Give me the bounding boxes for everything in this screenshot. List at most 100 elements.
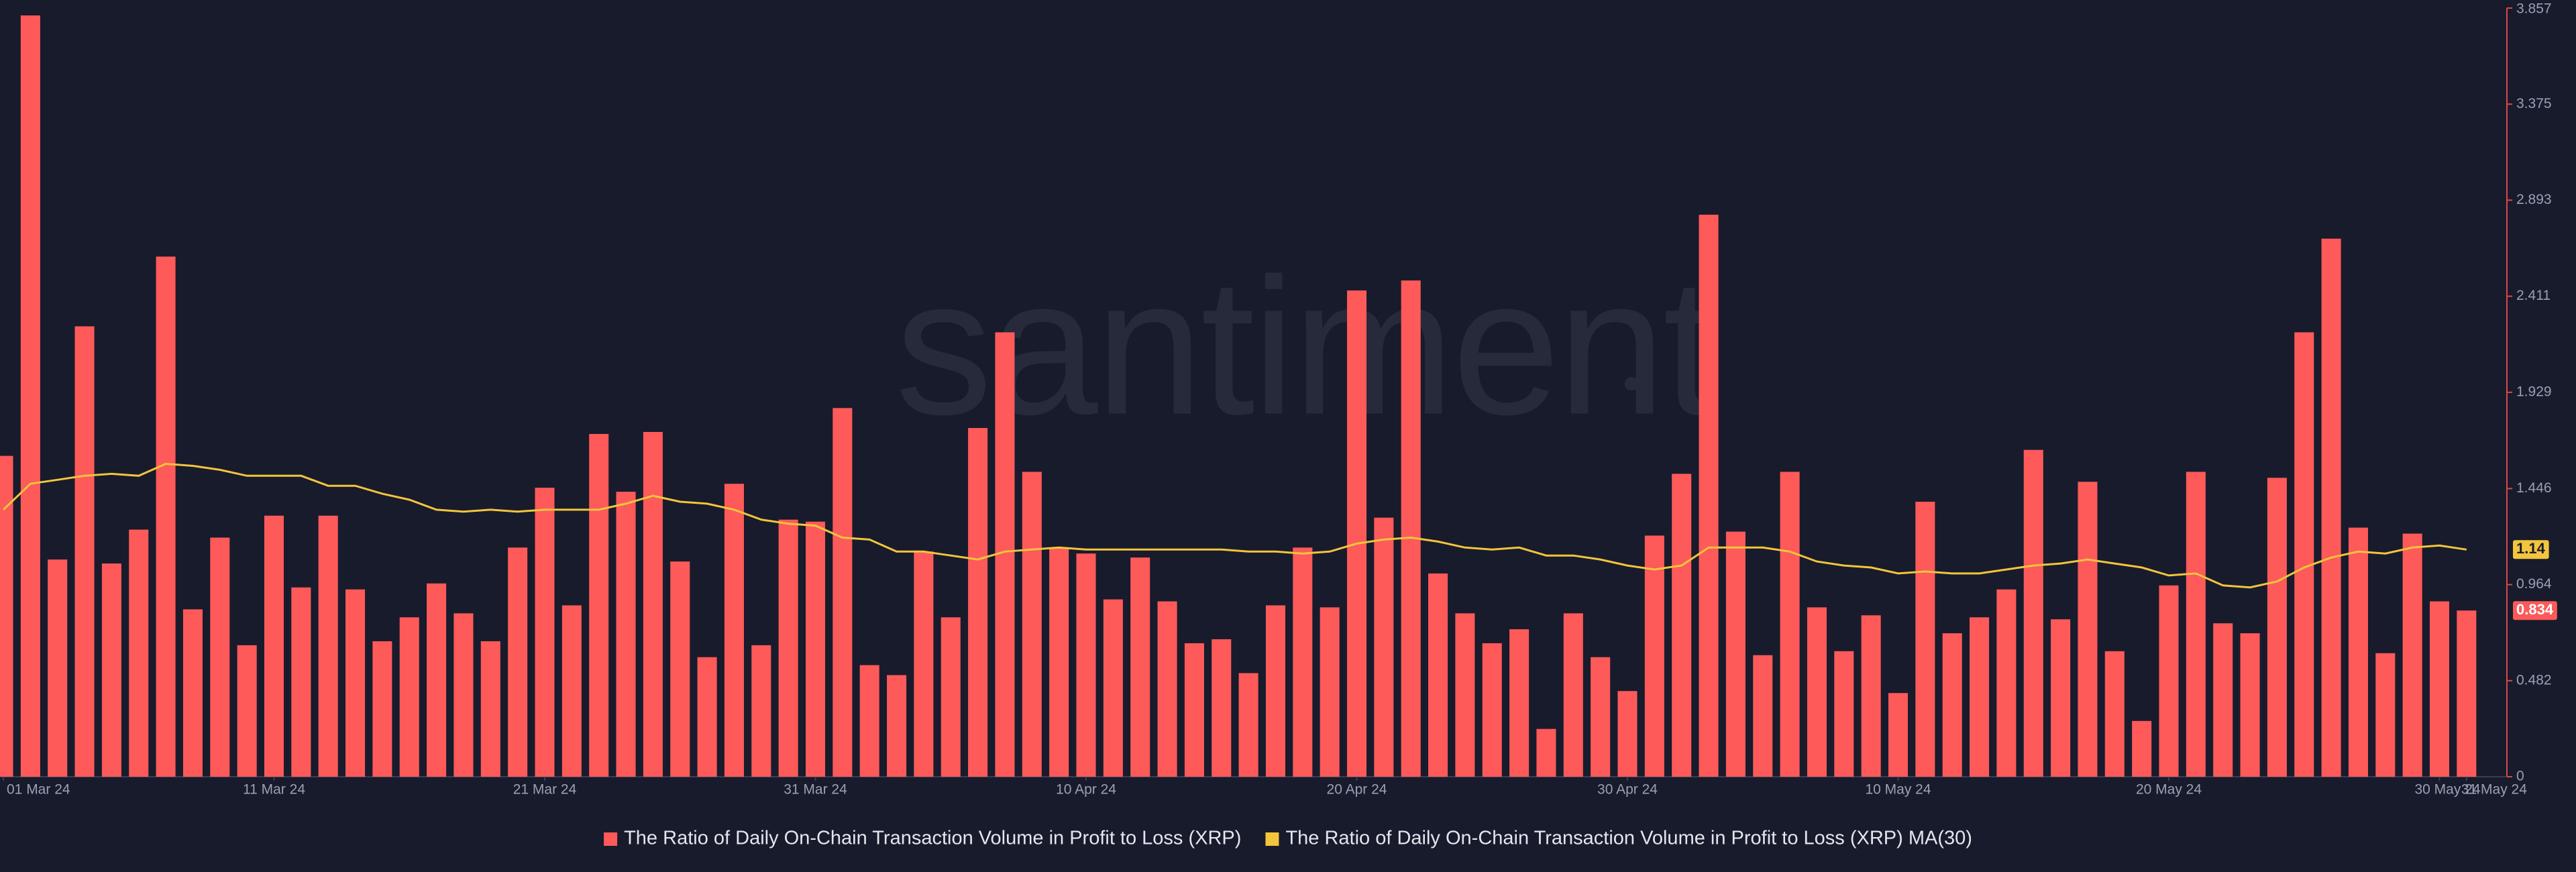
y-tick-label: 3.375 <box>2516 96 2552 111</box>
bar <box>1022 472 1042 777</box>
bar <box>74 326 95 777</box>
bar <box>1536 728 1556 777</box>
watermark-dot <box>971 377 985 390</box>
bar <box>859 665 879 777</box>
bar <box>48 559 68 777</box>
y-tick-label: 0.482 <box>2516 672 2552 688</box>
bar <box>1753 655 1773 777</box>
legend-label: The Ratio of Daily On-Chain Transaction … <box>1285 828 1972 849</box>
ma-line <box>2 462 2467 589</box>
bar <box>210 537 230 777</box>
bar <box>345 589 366 777</box>
bar <box>1644 535 1664 777</box>
bar <box>1293 547 1313 777</box>
bar <box>778 519 798 777</box>
bar <box>372 641 392 777</box>
legend-label: The Ratio of Daily On-Chain Transaction … <box>624 828 1241 849</box>
bar <box>751 645 771 777</box>
bar <box>1374 517 1394 777</box>
bar <box>1888 693 1909 777</box>
x-tick-label: 20 Apr 24 <box>1327 782 1387 798</box>
bar <box>1238 673 1258 777</box>
bar <box>887 675 907 777</box>
bar <box>643 431 663 777</box>
bar <box>20 15 40 777</box>
bar <box>1834 651 1854 777</box>
y-tick-label: 1.929 <box>2516 384 2552 399</box>
bar <box>1915 501 1935 777</box>
x-tick-label: 10 Apr 24 <box>1056 782 1116 798</box>
bar <box>1346 290 1367 777</box>
bar <box>1617 691 1638 777</box>
last-value-label: 1.14 <box>2516 540 2546 557</box>
bar <box>2213 623 2233 777</box>
x-tick-label: 31 May 24 <box>2461 782 2527 798</box>
y-tick-label: 3.857 <box>2516 1 2552 17</box>
bar <box>1157 601 1177 777</box>
bar <box>1428 573 1448 777</box>
bar <box>1076 553 1096 777</box>
y-tick-label: 2.893 <box>2516 192 2552 207</box>
bar <box>1401 280 1421 777</box>
bar <box>697 657 717 777</box>
watermark-dot <box>1625 377 1638 390</box>
bar <box>805 521 826 777</box>
bar <box>2457 610 2477 777</box>
legend-swatch <box>604 832 618 846</box>
bar <box>914 551 934 777</box>
bar <box>1807 607 1827 777</box>
bar <box>833 408 853 777</box>
x-tick-label: 10 May 24 <box>1865 782 1931 798</box>
bar <box>291 587 311 777</box>
bar <box>2023 449 2043 777</box>
last-value-badge: 1.14 <box>2513 540 2549 559</box>
bar <box>0 455 13 777</box>
x-tick-label: 31 Mar 24 <box>784 782 847 798</box>
bar <box>1725 531 1746 777</box>
y-tick-label: 1.446 <box>2516 480 2552 496</box>
last-value-box <box>2513 601 2557 620</box>
bar <box>968 428 988 777</box>
bar <box>2240 633 2260 777</box>
bar <box>101 563 121 777</box>
bar <box>1996 589 2017 777</box>
bar <box>182 609 203 777</box>
x-tick-label: 11 Mar 24 <box>243 782 305 798</box>
bar <box>1591 657 1611 777</box>
bar <box>1184 643 1204 777</box>
bar <box>1672 474 1692 777</box>
last-value-badge: 0.834 <box>2513 601 2557 620</box>
bar <box>1103 599 1123 777</box>
bar <box>561 605 582 777</box>
bar <box>1212 639 1232 777</box>
bar <box>453 613 474 777</box>
bar <box>129 529 149 777</box>
bar <box>2348 527 2368 777</box>
y-tick-label: 0 <box>2516 769 2524 784</box>
bar <box>1482 643 1502 777</box>
y-tick-label: 2.411 <box>2516 288 2551 303</box>
bar <box>2104 651 2125 777</box>
bar <box>995 332 1015 777</box>
bar <box>2078 482 2098 777</box>
bar <box>2429 601 2450 777</box>
bar <box>318 515 338 777</box>
bar <box>1130 557 1150 777</box>
watermark: santiment <box>895 238 1717 455</box>
x-tick-label: 20 May 24 <box>2136 782 2202 798</box>
bar <box>616 492 636 777</box>
bar <box>2321 238 2341 777</box>
x-tick-label: 01 Mar 24 <box>7 782 70 798</box>
bar <box>427 583 447 777</box>
bar <box>1049 547 1069 777</box>
bar <box>670 561 690 777</box>
last-value-box <box>2513 540 2549 559</box>
bar <box>1455 613 1475 777</box>
y-tick-label: 0.964 <box>2516 576 2552 592</box>
bar <box>1265 605 1285 777</box>
bar <box>508 547 528 777</box>
bar <box>589 433 609 777</box>
bar <box>2132 720 2152 777</box>
bar <box>1942 633 1962 777</box>
bar <box>399 617 419 777</box>
